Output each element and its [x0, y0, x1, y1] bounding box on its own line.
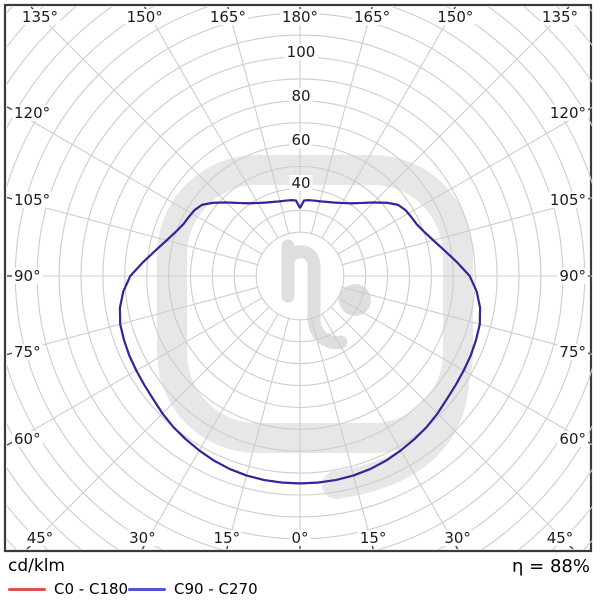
units-label: cd/klm	[8, 556, 65, 576]
angle-label-bottom: 30°	[442, 529, 473, 547]
angle-label-right: 105°	[547, 191, 588, 210]
angle-label-left: 105°	[12, 191, 53, 210]
angle-label-left: 60°	[12, 429, 43, 448]
grid-spoke	[321, 7, 456, 239]
curve-c90-c270	[118, 199, 482, 485]
legend-item-c90-c270: C90 - C270	[128, 580, 258, 598]
curves	[118, 199, 482, 485]
angle-label-left: 75°	[12, 342, 43, 361]
grid-spoke	[342, 197, 592, 266]
legend-line-blue	[128, 587, 166, 591]
angle-label-right: 90°	[557, 267, 588, 285]
grid-spoke	[7, 106, 263, 255]
legend-label: C90 - C270	[174, 580, 258, 598]
grid-spoke	[330, 7, 570, 246]
angle-label-bottom: 15°	[357, 529, 389, 547]
angle-label-top: 150°	[124, 8, 165, 26]
radial-tick-label: 80	[289, 86, 313, 105]
angle-label-right: 75°	[557, 342, 588, 361]
grid-spoke	[330, 306, 575, 550]
angle-label-top: 165°	[207, 8, 248, 26]
angle-label-top: 180°	[279, 8, 321, 26]
grid-spoke	[7, 286, 258, 356]
angle-label-bottom: 0°	[289, 529, 311, 547]
angle-label-bottom: 15°	[211, 529, 243, 547]
angle-label-left: 90°	[12, 267, 43, 285]
angle-label-top: 135°	[19, 8, 61, 26]
grid-spoke	[25, 306, 270, 550]
grid-spoke	[30, 7, 270, 246]
grid-spoke	[141, 313, 279, 550]
grid-spoke	[227, 7, 290, 234]
grid-spoke	[7, 297, 263, 446]
radial-tick-label: 40	[289, 174, 313, 193]
angle-label-left: 120°	[12, 104, 53, 123]
angle-label-right: 120°	[547, 104, 588, 123]
angle-label-bottom: 45°	[24, 529, 56, 547]
grid-spoke	[225, 318, 290, 550]
legend-item-c0-c180: C0 - C180	[8, 580, 128, 598]
angle-label-right: 60°	[557, 429, 588, 448]
angle-label-top: 165°	[352, 8, 393, 26]
angle-label-bottom: 30°	[127, 529, 158, 547]
angle-label-top: 150°	[435, 8, 476, 26]
angle-label-bottom: 45°	[544, 529, 576, 547]
grid-spoke	[337, 106, 592, 255]
grid-spoke	[337, 297, 592, 446]
efficiency-label: η = 88%	[512, 556, 590, 577]
angle-label-top: 135°	[539, 8, 581, 26]
grid-spoke	[321, 313, 459, 550]
grid-spoke	[144, 7, 279, 239]
grid-spoke	[310, 318, 375, 550]
radial-tick-label: 60	[289, 130, 313, 149]
grid-spoke	[7, 196, 258, 266]
legend-line-red	[8, 587, 46, 591]
grid-spoke	[342, 286, 592, 355]
legend-label: C0 - C180	[54, 580, 129, 598]
plot-border	[3, 3, 593, 553]
radial-tick-label: 100	[284, 43, 318, 61]
grid-spoke	[310, 7, 373, 234]
